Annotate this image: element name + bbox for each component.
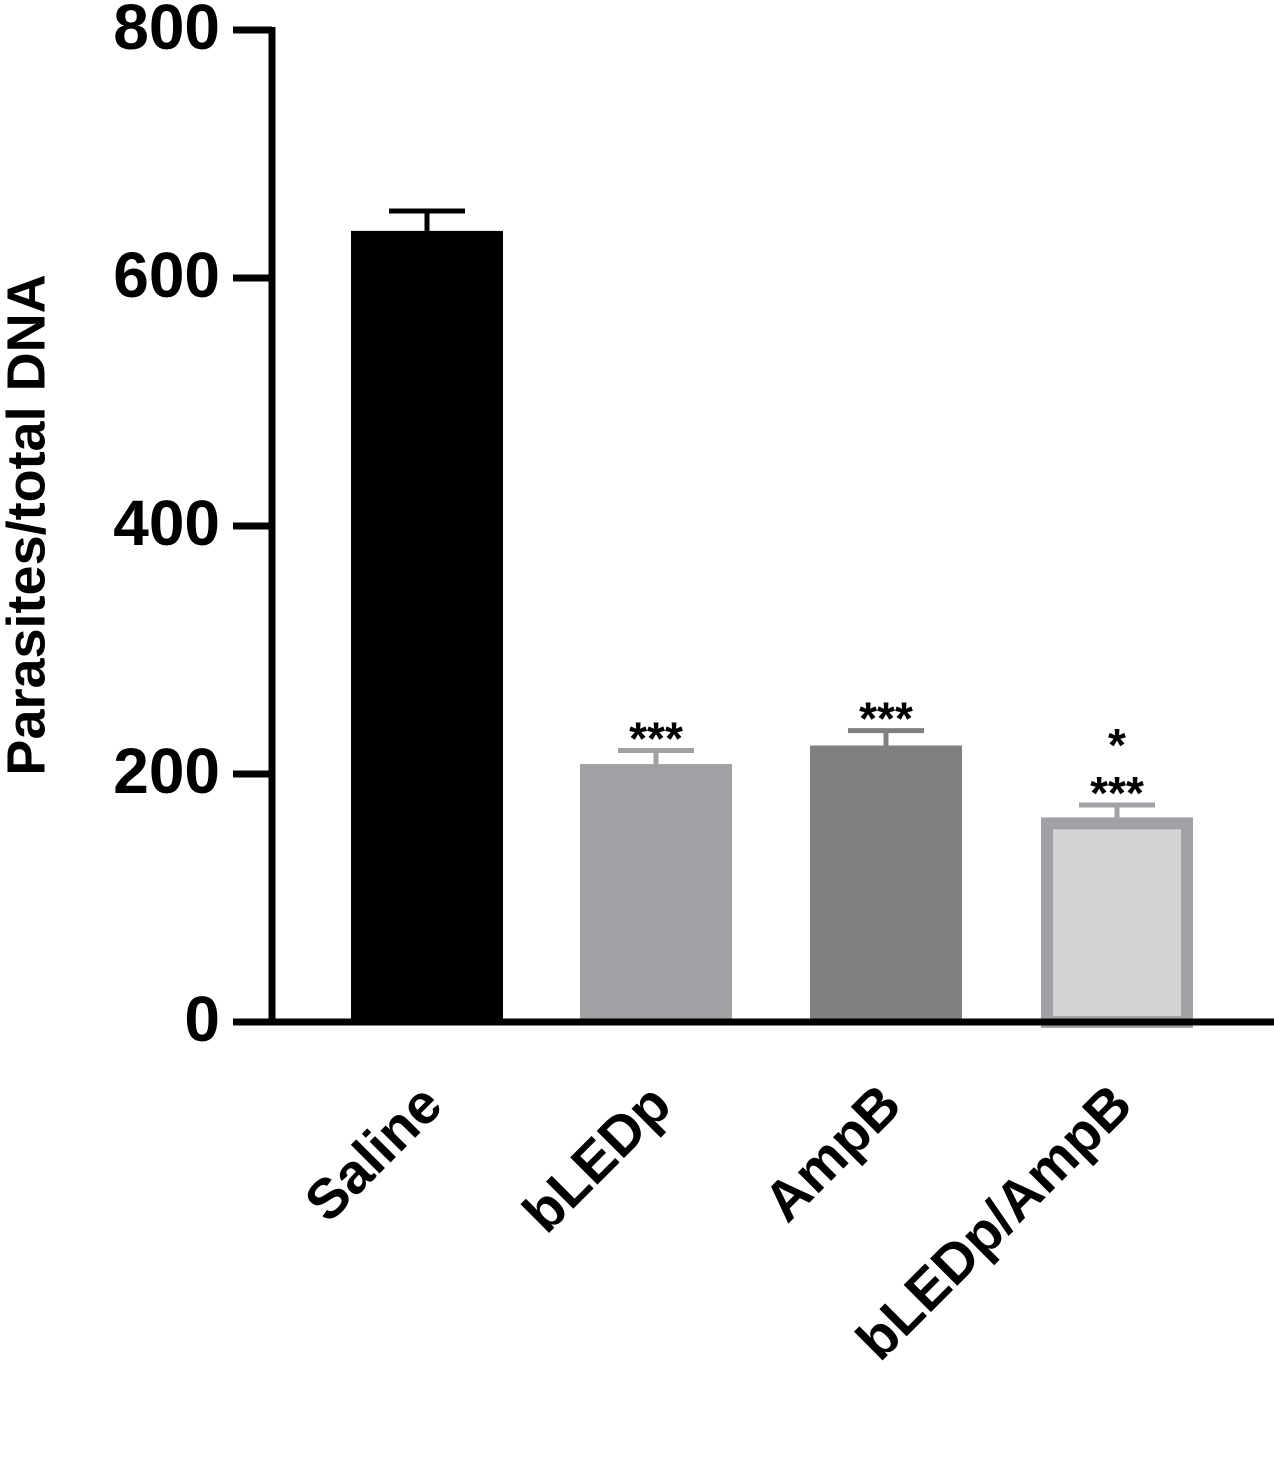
y-tick-label: 800 [113, 0, 220, 63]
bar [1041, 817, 1193, 1029]
x-tick-label: Saline [292, 1072, 453, 1233]
y-tick-label: 600 [113, 239, 220, 311]
bar [580, 764, 732, 1022]
significance-label: *** [629, 712, 683, 764]
significance-label: *** [1090, 767, 1144, 819]
x-tick-label: bLEDp [510, 1072, 682, 1244]
x-tick-label: AmpB [751, 1072, 912, 1233]
significance-label: * [1108, 719, 1126, 771]
y-tick-label: 200 [113, 735, 220, 807]
bar [351, 230, 503, 1022]
y-tick-label: 0 [184, 983, 220, 1055]
bar [810, 745, 962, 1022]
significance-label: *** [859, 693, 913, 745]
y-tick-label: 400 [113, 487, 220, 559]
y-axis-label: Parasites/total DNA [0, 274, 56, 775]
